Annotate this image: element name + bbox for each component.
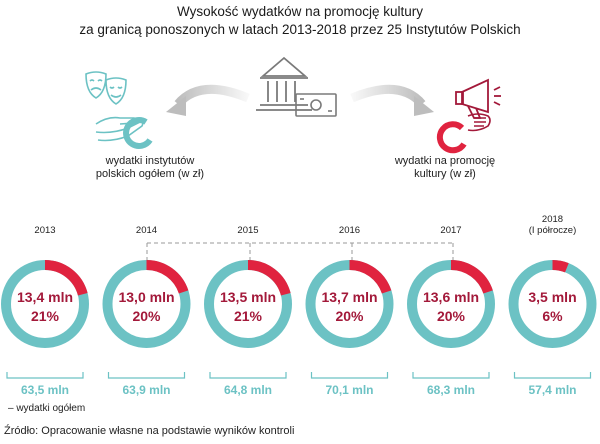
chart-title-line-1: Wysokość wydatków na promocję kultury xyxy=(177,4,423,19)
total-value-label: 57,4 mln xyxy=(528,383,576,397)
promotion-value-label: 13,6 mln xyxy=(423,289,479,305)
legend-total-label-line-2: polskich ogółem (w zł) xyxy=(95,168,205,180)
megaphone-icon xyxy=(455,78,501,119)
total-bracket xyxy=(107,372,186,379)
hand-icon xyxy=(467,113,491,132)
totals-note: – wydatki ogółem xyxy=(8,403,85,414)
share-percent-label: 20% xyxy=(132,308,161,324)
right-arrow xyxy=(350,84,426,108)
year-label: 2015 xyxy=(237,225,258,236)
left-arrow-head xyxy=(166,96,186,116)
year-label: 2014 xyxy=(136,225,157,236)
total-bracket xyxy=(513,372,592,379)
share-percent-label: 20% xyxy=(437,308,466,324)
legend-total-label: wydatki instytutów polskich ogółem (w zł… xyxy=(80,155,220,181)
legend-promotion-label-line-2: kultury (w zł) xyxy=(414,168,476,180)
total-value-label: 63,5 mln xyxy=(21,383,69,397)
donut-promotion-slice xyxy=(247,260,291,296)
donut-promotion-slice xyxy=(146,260,189,294)
total-value-label: 63,9 mln xyxy=(122,383,170,397)
red-ring-icon xyxy=(436,121,467,154)
legend-total-label-line-1: wydatki instytutów xyxy=(105,155,195,167)
promotion-value-label: 13,0 mln xyxy=(118,289,174,305)
share-percent-label: 20% xyxy=(335,308,364,324)
year-label: (I półrocze) xyxy=(529,225,577,236)
share-percent-label: 21% xyxy=(234,308,263,324)
year-label: 2018 xyxy=(542,214,563,225)
theatre-masks-icon xyxy=(85,71,127,105)
right-arrow-head xyxy=(414,96,434,116)
institution-building-icon xyxy=(256,56,312,111)
total-bracket xyxy=(310,372,389,379)
chart-layer: 2013 13,4 mln 21% 63,5 mln 2014 13,0 mln 20% 63… xyxy=(1,214,597,414)
teal-ring-icon xyxy=(123,117,153,149)
year-connector-lines xyxy=(146,242,454,262)
money-banknote-icon xyxy=(295,93,337,117)
total-value-label: 70,1 mln xyxy=(325,383,373,397)
promotion-value-label: 13,5 mln xyxy=(220,289,276,305)
donut-promotion-slice xyxy=(552,260,569,273)
legend-promotion-label-line-1: wydatki na promocję xyxy=(394,155,496,167)
promotion-value-label: 13,4 mln xyxy=(17,289,73,305)
total-bracket xyxy=(412,372,490,379)
total-bracket xyxy=(6,372,84,379)
year-label: 2016 xyxy=(339,225,360,236)
donut-promotion-slice xyxy=(349,260,392,294)
promotion-value-label: 3,5 mln xyxy=(528,289,576,305)
chart-title-line-2: za granicą ponoszonych w latach 2013-201… xyxy=(79,22,521,37)
source-note: Źródło: Opracowanie własne na podstawie … xyxy=(4,425,295,437)
total-bracket xyxy=(209,372,287,379)
total-value-label: 64,8 mln xyxy=(224,383,272,397)
year-label: 2017 xyxy=(440,225,461,236)
donut-promotion-slice xyxy=(450,260,493,294)
chart-title: Wysokość wydatków na promocję kultury za… xyxy=(0,3,600,39)
total-value-label: 68,3 mln xyxy=(427,383,475,397)
year-label: 2013 xyxy=(34,225,55,236)
share-percent-label: 6% xyxy=(542,308,563,324)
promotion-value-label: 13,7 mln xyxy=(321,289,377,305)
legend-promotion-label: wydatki na promocję kultury (w zł) xyxy=(375,155,515,181)
share-percent-label: 21% xyxy=(31,308,60,324)
donut-promotion-slice xyxy=(44,260,88,296)
left-arrow xyxy=(174,84,250,108)
